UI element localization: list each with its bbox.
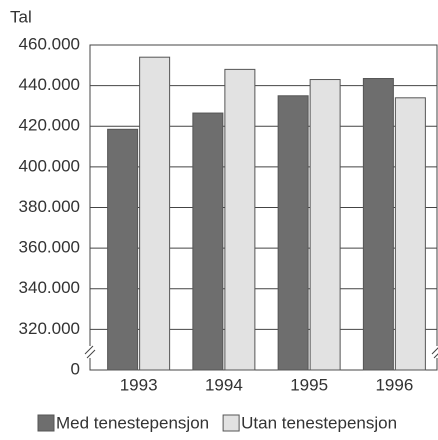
- y-tick-label: 0: [71, 359, 80, 378]
- legend-label: Med tenestepensjon: [56, 413, 209, 432]
- bar: [362, 78, 394, 371]
- bar: [107, 128, 139, 371]
- y-axis-label: Tal: [10, 7, 32, 26]
- axis-break: [84, 345, 94, 355]
- y-tick-label: 320.000: [19, 319, 80, 338]
- bar: [277, 95, 309, 371]
- x-tick-label: 1993: [120, 375, 158, 394]
- legend-label: Utan tenestepensjon: [241, 413, 397, 432]
- axis-break-gap: [432, 346, 438, 358]
- y-tick-label: 460.000: [19, 34, 80, 53]
- axis-break: [433, 353, 438, 359]
- legend-swatch: [37, 414, 55, 432]
- x-tick-label: 1995: [290, 375, 328, 394]
- y-tick-label: 360.000: [19, 238, 80, 257]
- y-tick-label: 400.000: [19, 156, 80, 175]
- axis-break-gap: [85, 346, 95, 358]
- axis-break: [431, 347, 438, 355]
- y-tick-label: 440.000: [19, 75, 80, 94]
- y-tick-label: 380.000: [19, 197, 80, 216]
- y-tick-label: 420.000: [19, 116, 80, 135]
- bar: [394, 97, 426, 371]
- legend-swatch: [222, 414, 240, 432]
- bar: [139, 56, 171, 371]
- bar: [309, 79, 341, 371]
- axis-break: [86, 349, 96, 359]
- x-tick-label: 1994: [205, 375, 243, 394]
- bar: [224, 68, 256, 371]
- bar: [192, 112, 224, 371]
- x-tick-label: 1996: [375, 375, 413, 394]
- y-tick-label: 340.000: [19, 278, 80, 297]
